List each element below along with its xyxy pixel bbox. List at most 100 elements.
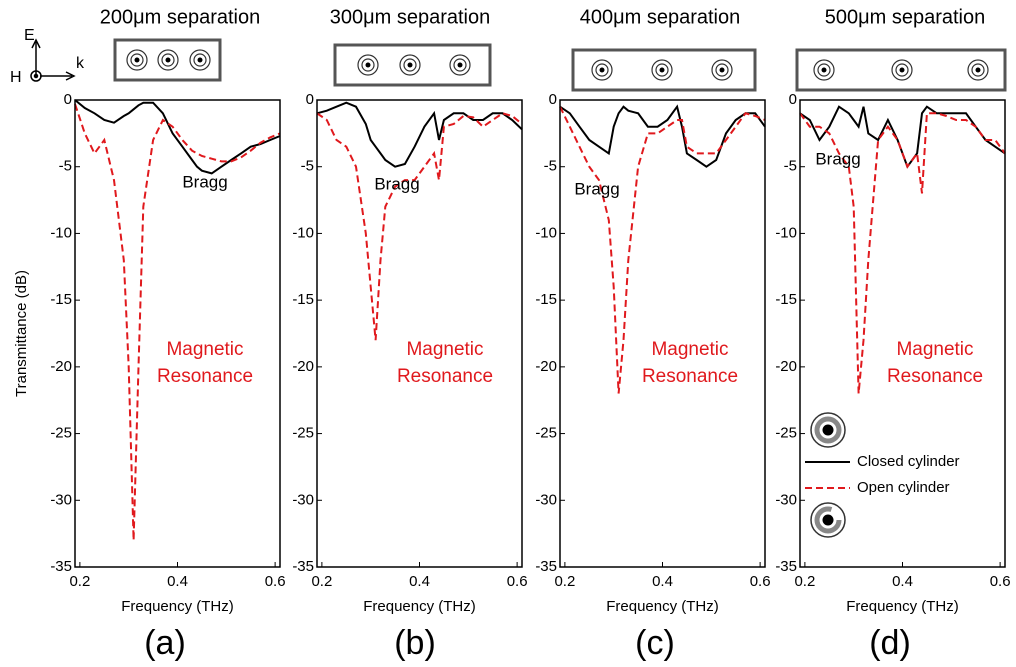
cylinder-inner: [453, 58, 467, 72]
series-line: [559, 104, 766, 168]
annotation-resonance: Resonance: [642, 366, 738, 387]
y-tick-label: -10: [50, 224, 72, 241]
legend-label: Closed cylinder: [857, 453, 960, 470]
x-tick-label: 0.6: [507, 573, 528, 590]
schematic-box: [571, 48, 757, 92]
cylinder-outer: [449, 54, 471, 76]
y-tick-label: -10: [775, 224, 797, 241]
annotation-resonance: Resonance: [887, 366, 983, 387]
y-tick-label: -5: [59, 158, 72, 175]
y-tick-label: -35: [775, 558, 797, 575]
cylinder-outer: [157, 49, 179, 71]
series-line: [316, 112, 523, 341]
annotation-resonance: Magnetic: [896, 339, 973, 360]
y-tick-label: 0: [789, 91, 797, 108]
cylinder-outer: [967, 59, 989, 81]
x-tick-label: 0.2: [69, 573, 90, 590]
h-label: H: [10, 69, 22, 86]
y-tick-label: -15: [775, 291, 797, 308]
legend-icon-core: [822, 514, 834, 526]
cylinder-inner: [655, 63, 669, 77]
series-line: [799, 112, 1006, 394]
y-tick-label: -25: [775, 425, 797, 442]
cylinder-inner: [895, 63, 909, 77]
cylinder-inner: [817, 63, 831, 77]
y-tick-label: -15: [535, 291, 557, 308]
x-tick-label: 0.2: [794, 573, 815, 590]
cylinder-inner: [161, 53, 175, 67]
series-line: [316, 101, 523, 168]
legend-icon-core: [822, 424, 834, 436]
cylinder-outer: [591, 59, 613, 81]
e-label: E: [24, 27, 35, 44]
y-tick-label: -10: [292, 224, 314, 241]
annotation-bragg: Bragg: [815, 149, 860, 168]
y-tick-label: -25: [535, 425, 557, 442]
y-tick-label: -35: [535, 558, 557, 575]
annotation-resonance: Magnetic: [651, 339, 728, 360]
legend-icon-outer: [810, 502, 846, 538]
panel-label: (d): [869, 624, 911, 662]
cylinder-core: [457, 62, 463, 68]
cylinder-core: [975, 67, 981, 73]
annotation-bragg: Bragg: [574, 179, 619, 198]
x-tick-label: 0.4: [652, 573, 673, 590]
x-axis-label: Frequency (THz): [121, 598, 234, 615]
y-tick-label: -20: [50, 358, 72, 375]
cylinder-core: [899, 67, 905, 73]
cylinder-outer: [891, 59, 913, 81]
schematic-box: [333, 43, 492, 87]
x-axis-label: Frequency (THz): [363, 598, 476, 615]
legend-icon-ring: [814, 506, 842, 534]
panel-label: (b): [394, 624, 436, 662]
x-tick-label: 0.4: [409, 573, 430, 590]
cylinder-outer: [189, 49, 211, 71]
y-tick-label: -15: [292, 291, 314, 308]
annotation-resonance: Magnetic: [406, 339, 483, 360]
k-label: k: [76, 55, 85, 72]
y-tick-label: -35: [50, 558, 72, 575]
cylinder-inner: [361, 58, 375, 72]
annotation-bragg: Bragg: [182, 172, 227, 191]
y-tick-label: -10: [535, 224, 557, 241]
plot-frame: [799, 99, 1006, 568]
x-tick-label: 0.2: [554, 573, 575, 590]
panel-title: 500μm separation: [825, 6, 986, 28]
annotation-bragg: Bragg: [374, 174, 419, 193]
panel-label: (c): [635, 624, 675, 662]
cylinder-outer: [651, 59, 673, 81]
y-tick-label: -25: [50, 425, 72, 442]
cylinder-outer: [813, 59, 835, 81]
y-tick-label: -25: [292, 425, 314, 442]
cylinder-outer: [711, 59, 733, 81]
series-line: [559, 106, 766, 394]
y-tick-label: -35: [292, 558, 314, 575]
y-tick-label: -5: [784, 158, 797, 175]
y-axis-label: Transmittance (dB): [13, 270, 30, 397]
y-tick-label: 0: [64, 91, 72, 108]
y-tick-label: -30: [775, 491, 797, 508]
panel-title: 300μm separation: [330, 6, 491, 28]
schematic-box: [113, 38, 222, 82]
legend-icon-ring: [814, 416, 842, 444]
k-arrowhead: [65, 71, 76, 81]
cylinder-core: [719, 67, 725, 73]
y-tick-label: -30: [50, 491, 72, 508]
legend-icon-outer: [810, 412, 846, 448]
annotation-resonance: Magnetic: [166, 339, 243, 360]
cylinder-inner: [971, 63, 985, 77]
cylinder-inner: [595, 63, 609, 77]
annotation-resonance: Resonance: [157, 366, 253, 387]
y-tick-label: -30: [535, 491, 557, 508]
series-line: [74, 99, 281, 175]
cylinder-core: [165, 57, 171, 63]
series-line: [74, 103, 281, 541]
y-tick-label: -15: [50, 291, 72, 308]
x-tick-label: 0.6: [990, 573, 1011, 590]
plot-frame: [74, 99, 281, 568]
annotation-resonance: Resonance: [397, 366, 493, 387]
y-tick-label: -20: [775, 358, 797, 375]
y-tick-label: 0: [549, 91, 557, 108]
cylinder-core: [134, 57, 140, 63]
